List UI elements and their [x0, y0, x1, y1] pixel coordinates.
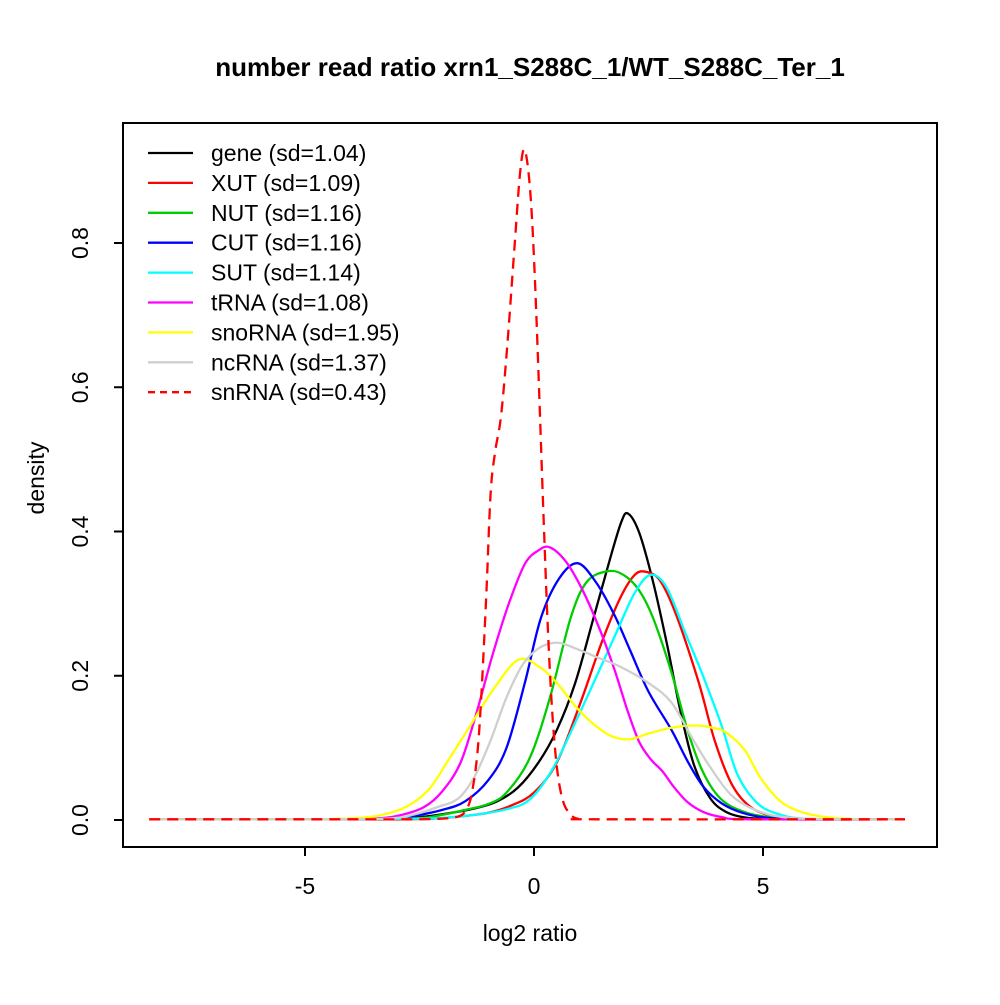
y-axis: 0.0 0.2 0.4 0.6 0.8 — [67, 227, 123, 836]
legend-label-snoRNA: snoRNA (sd=1.95) — [211, 319, 400, 345]
legend-label-ncRNA: ncRNA (sd=1.37) — [211, 349, 387, 375]
curve-XUT — [149, 570, 906, 821]
legend-label-SUT: SUT (sd=1.14) — [211, 260, 361, 286]
legend-item-snRNA: snRNA (sd=0.43) — [148, 379, 387, 405]
legend-label-NUT: NUT (sd=1.16) — [211, 200, 362, 226]
legend-label-tRNA: tRNA (sd=1.08) — [211, 290, 369, 316]
legend-item-tRNA: tRNA (sd=1.08) — [148, 290, 369, 316]
legend-item-XUT: XUT (sd=1.09) — [148, 170, 361, 196]
legend-item-gene: gene (sd=1.04) — [148, 140, 366, 166]
legend-item-CUT: CUT (sd=1.16) — [148, 230, 362, 256]
curve-NUT — [149, 569, 906, 821]
legend-item-snoRNA: snoRNA (sd=1.95) — [148, 319, 400, 345]
chart-title: number read ratio xrn1_S288C_1/WT_S288C_… — [215, 52, 845, 82]
y-tick-label: 0.2 — [67, 660, 93, 692]
curve-ncRNA — [149, 641, 906, 821]
y-tick-label: 0.4 — [67, 515, 93, 547]
legend: gene (sd=1.04) XUT (sd=1.09) NUT (sd=1.16)… — [148, 140, 400, 405]
legend-label-XUT: XUT (sd=1.09) — [211, 170, 361, 196]
plot-box — [122, 122, 938, 848]
legend-label-gene: gene (sd=1.04) — [211, 140, 366, 166]
x-tick-label: -5 — [295, 873, 315, 899]
y-axis-label: density — [23, 441, 49, 514]
y-tick-label: 0.8 — [67, 227, 93, 259]
curve-CUT — [149, 562, 906, 821]
curve-SUT — [149, 573, 906, 821]
curve-snRNA — [149, 148, 906, 821]
y-tick-label: 0.0 — [67, 804, 93, 836]
curve-tRNA — [149, 545, 906, 821]
y-tick-label: 0.6 — [67, 371, 93, 403]
legend-item-NUT: NUT (sd=1.16) — [148, 200, 362, 226]
legend-item-ncRNA: ncRNA (sd=1.37) — [148, 349, 387, 375]
x-tick-label: 0 — [528, 873, 541, 899]
x-axis: -5 0 5 — [295, 847, 770, 899]
curve-snoRNA — [149, 657, 906, 821]
density-curves-group — [149, 148, 906, 821]
legend-label-snRNA: snRNA (sd=0.43) — [211, 379, 387, 405]
legend-item-SUT: SUT (sd=1.14) — [148, 260, 361, 286]
legend-label-CUT: CUT (sd=1.16) — [211, 230, 362, 256]
x-tick-label: 5 — [757, 873, 770, 899]
x-axis-label: log2 ratio — [483, 920, 578, 946]
